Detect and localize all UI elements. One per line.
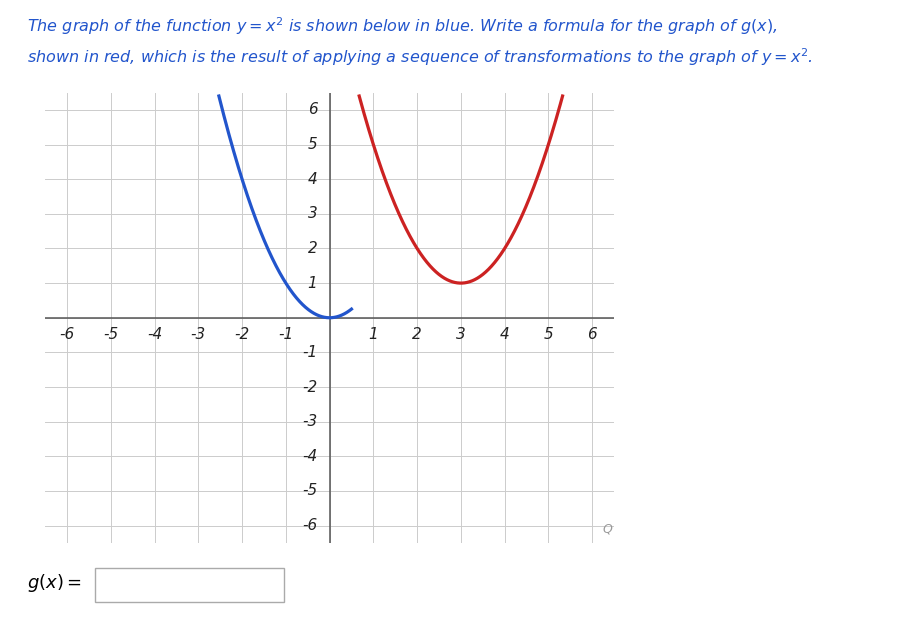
- Text: 3: 3: [308, 206, 317, 222]
- Text: -6: -6: [60, 328, 75, 342]
- Text: 5: 5: [308, 137, 317, 152]
- Text: 6: 6: [586, 328, 596, 342]
- Text: $g(x)=$: $g(x)=$: [27, 572, 82, 594]
- Text: -3: -3: [302, 414, 317, 429]
- Text: 4: 4: [499, 328, 509, 342]
- Text: 2: 2: [412, 328, 421, 342]
- Text: -2: -2: [302, 379, 317, 394]
- Text: -4: -4: [147, 328, 162, 342]
- Text: -5: -5: [103, 328, 118, 342]
- Text: shown in red, which is the result of applying a sequence of transformations to t: shown in red, which is the result of app…: [27, 46, 812, 68]
- Text: -1: -1: [302, 345, 317, 360]
- Text: 2: 2: [308, 241, 317, 256]
- Text: 1: 1: [308, 276, 317, 291]
- Text: The graph of the function $y = x^2$ is shown below in blue. Write a formula for : The graph of the function $y = x^2$ is s…: [27, 15, 777, 37]
- Text: -2: -2: [235, 328, 250, 342]
- Text: -5: -5: [302, 484, 317, 499]
- Text: -6: -6: [302, 518, 317, 533]
- Text: 4: 4: [308, 172, 317, 187]
- Text: -4: -4: [302, 449, 317, 464]
- Text: 3: 3: [456, 328, 465, 342]
- Text: -1: -1: [278, 328, 293, 342]
- Text: 1: 1: [368, 328, 378, 342]
- Text: 6: 6: [308, 102, 317, 117]
- Text: -3: -3: [190, 328, 206, 342]
- Text: 5: 5: [543, 328, 553, 342]
- Text: Q: Q: [602, 523, 612, 536]
